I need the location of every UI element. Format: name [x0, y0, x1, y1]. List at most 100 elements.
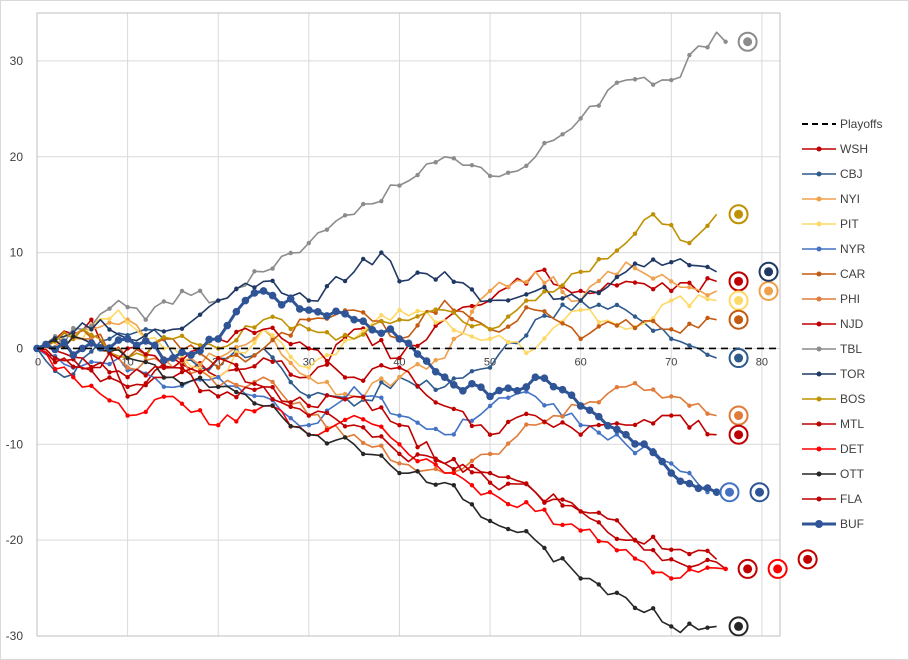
data-point [622, 430, 630, 439]
data-point [431, 367, 440, 376]
data-point [487, 480, 493, 485]
data-point [324, 379, 330, 385]
data-point [179, 288, 185, 294]
data-point [234, 389, 239, 395]
data-point [197, 343, 203, 348]
data-point [505, 314, 511, 319]
data-point [705, 264, 710, 270]
data-point [216, 384, 221, 389]
data-point [379, 424, 384, 429]
data-point [451, 470, 457, 476]
data-point [288, 400, 293, 405]
data-point [342, 278, 348, 284]
data-point [705, 352, 710, 358]
data-point [433, 357, 438, 363]
x-tick-label: 40 [393, 356, 405, 368]
series-line-mtl [36, 327, 717, 436]
series-line-buf [36, 289, 718, 494]
data-point [433, 426, 438, 432]
legend-marker [816, 221, 822, 227]
data-point [451, 327, 457, 333]
data-point [513, 386, 522, 395]
team-logo-bos-icon [728, 204, 749, 225]
data-point [667, 469, 676, 477]
data-point [640, 440, 648, 448]
data-point [288, 415, 293, 421]
data-point [160, 356, 168, 365]
data-point [687, 567, 692, 572]
data-point [614, 518, 620, 523]
data-point [324, 362, 330, 367]
data-point [415, 361, 420, 367]
data-point [415, 420, 420, 425]
data-point [560, 556, 565, 561]
data-point [252, 285, 257, 290]
data-point [132, 341, 141, 350]
data-point [650, 547, 656, 553]
data-point [451, 376, 457, 381]
data-point [360, 451, 366, 457]
data-point [505, 481, 511, 486]
legend-item-det: DET [802, 442, 865, 456]
data-point [179, 358, 185, 363]
team-logo-ott-icon [728, 616, 749, 637]
data-point [323, 312, 331, 320]
data-point [495, 386, 503, 395]
data-point [632, 77, 638, 82]
data-point [350, 315, 358, 324]
data-point [469, 458, 475, 464]
data-point [234, 395, 239, 400]
data-point [141, 337, 150, 345]
data-point [669, 298, 674, 303]
data-point [433, 310, 438, 316]
team-logo-mtl-icon [728, 424, 749, 445]
data-point [324, 227, 330, 232]
series-bos [34, 212, 718, 361]
data-point [415, 469, 420, 474]
data-point [524, 305, 529, 310]
data-point [578, 307, 583, 313]
data-point [71, 330, 76, 335]
data-point [578, 432, 583, 437]
data-point [379, 395, 384, 400]
legend-marker [816, 296, 822, 302]
data-point [560, 132, 565, 137]
logo-core [725, 487, 735, 497]
data-point [459, 386, 467, 395]
legend-item-pit: PIT [802, 217, 859, 231]
data-point [179, 326, 185, 331]
legend-marker [816, 346, 822, 352]
logo-core [764, 286, 774, 296]
data-point [433, 482, 438, 487]
data-point [505, 324, 511, 329]
data-point [632, 265, 638, 271]
data-point [87, 339, 96, 347]
data-point [451, 467, 457, 472]
gridlines [36, 12, 781, 637]
data-point [306, 346, 312, 351]
series-tor [34, 250, 717, 351]
data-point [216, 422, 221, 428]
data-point [542, 507, 547, 512]
data-point [360, 332, 366, 337]
data-point [542, 140, 547, 146]
data-point [650, 318, 656, 324]
data-point [487, 298, 493, 303]
data-point [187, 351, 195, 359]
data-point [650, 534, 656, 540]
logo-core [734, 276, 744, 286]
data-point [306, 375, 312, 380]
series-phi [34, 336, 717, 475]
data-point [379, 405, 384, 410]
data-point [415, 270, 420, 275]
data-point [469, 423, 475, 429]
data-point [379, 363, 384, 368]
data-point [505, 170, 511, 175]
series-det [34, 346, 728, 581]
data-point [522, 383, 531, 391]
data-point [487, 518, 493, 524]
team-logo-det-icon [767, 558, 788, 579]
data-point [560, 420, 565, 425]
data-point [469, 368, 475, 374]
